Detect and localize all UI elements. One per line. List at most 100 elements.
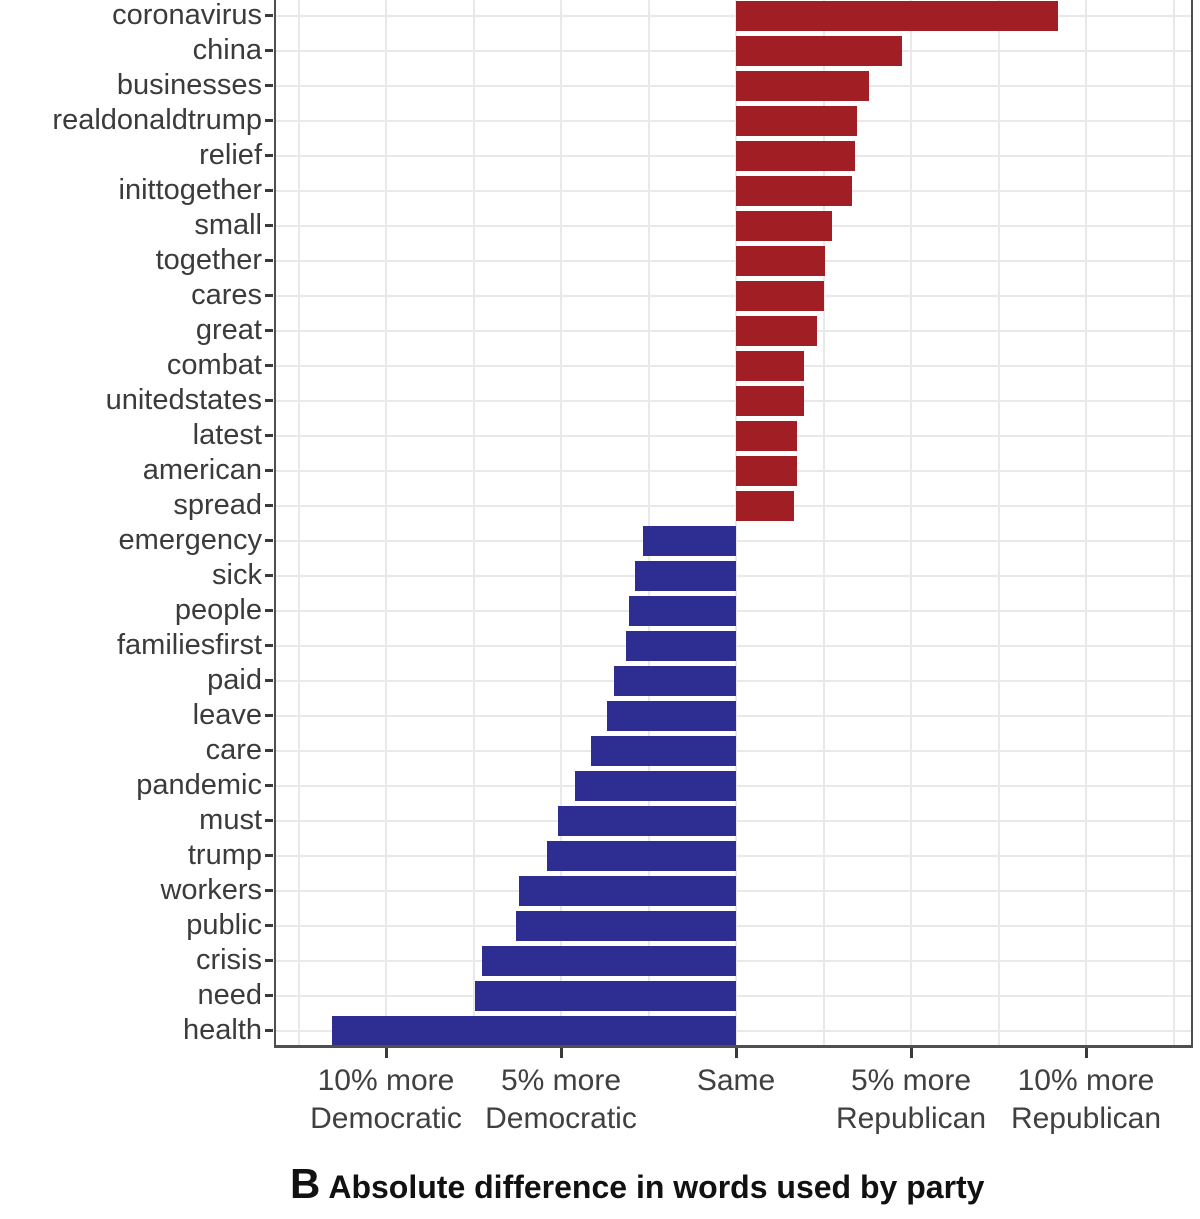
bar-inittogether: [736, 175, 852, 206]
gridline-horizontal: [276, 399, 1191, 402]
bar-together: [736, 245, 826, 276]
bar-realdonaldtrump: [736, 105, 857, 136]
bar-must: [557, 805, 736, 836]
y-tick-crisis: [265, 959, 273, 962]
y-label-businesses: businesses: [116, 69, 262, 101]
y-tick-health: [265, 1029, 273, 1032]
x-tick-label: 5% more Republican: [751, 1062, 1071, 1138]
y-tick-inittogether: [265, 189, 273, 192]
y-label-sick: sick: [212, 559, 262, 591]
bar-health: [331, 1015, 736, 1046]
gridline-minor-vertical: [472, 0, 475, 1046]
bar-workers: [519, 875, 736, 906]
bar-unitedstates: [736, 385, 805, 416]
caption: B Absolute difference in words used by pa…: [290, 1160, 1190, 1218]
y-tick-american: [265, 469, 273, 472]
bar-coronavirus: [736, 0, 1058, 31]
y-label-familiesfirst: familiesfirst: [116, 629, 262, 661]
x-tick-label: 10% more Republican: [926, 1062, 1200, 1138]
gridline-horizontal: [276, 14, 1191, 17]
y-label-need: need: [197, 979, 262, 1011]
x-tick-label-line: Democratic: [485, 1102, 637, 1135]
y-tick-must: [265, 819, 273, 822]
y-tick-combat: [265, 364, 273, 367]
y-tick-sick: [265, 574, 273, 577]
gridline-minor-vertical: [647, 0, 650, 1046]
bar-trump: [547, 840, 736, 871]
y-tick-relief: [265, 154, 273, 157]
bar-public: [515, 910, 736, 941]
bar-cares: [736, 280, 824, 311]
caption-text: Absolute difference in words used by par…: [328, 1169, 985, 1205]
y-label-trump: trump: [187, 839, 262, 871]
y-label-paid: paid: [207, 664, 262, 696]
y-label-latest: latest: [192, 419, 262, 451]
y-tick-familiesfirst: [265, 644, 273, 647]
y-tick-together: [265, 259, 273, 262]
gridline-horizontal: [276, 189, 1191, 192]
y-label-realdonaldtrump: realdonaldtrump: [52, 104, 262, 136]
x-tick-label-line: 5% more: [500, 1064, 622, 1097]
y-tick-workers: [265, 889, 273, 892]
bar-emergency: [643, 525, 736, 556]
gridline-major-vertical: [910, 0, 912, 1046]
bar-familiesfirst: [625, 630, 736, 661]
y-label-must: must: [199, 804, 262, 836]
gridline-horizontal: [276, 259, 1191, 262]
gridline-horizontal: [276, 329, 1191, 332]
gridline-major-vertical: [385, 0, 387, 1046]
gridline-horizontal: [276, 49, 1191, 52]
y-tick-need: [265, 994, 273, 997]
y-tick-spread: [265, 504, 273, 507]
y-tick-china: [265, 49, 273, 52]
y-tick-emergency: [265, 539, 273, 542]
x-tick-label-line: Republican: [835, 1102, 987, 1135]
bar-businesses: [736, 70, 869, 101]
x-tick: [1084, 1048, 1088, 1058]
y-tick-paid: [265, 679, 273, 682]
bar-people: [629, 595, 736, 626]
y-tick-trump: [265, 854, 273, 857]
y-label-cares: cares: [191, 279, 262, 311]
x-tick-label: Same: [576, 1062, 896, 1100]
gridline-horizontal: [276, 84, 1191, 87]
y-label-emergency: emergency: [118, 524, 262, 556]
y-tick-care: [265, 749, 273, 752]
gridline-minor-vertical: [822, 0, 825, 1046]
gridline-major-vertical: [560, 0, 562, 1046]
y-label-spread: spread: [173, 489, 262, 521]
gridline-minor-vertical: [1172, 0, 1175, 1046]
gridline-minor-vertical: [297, 0, 300, 1046]
bar-care: [590, 735, 736, 766]
y-label-american: american: [142, 454, 262, 486]
y-tick-realdonaldtrump: [265, 119, 273, 122]
y-label-unitedstates: unitedstates: [105, 384, 262, 416]
x-tick-label-line: 10% more: [317, 1064, 455, 1097]
y-tick-latest: [265, 434, 273, 437]
y-label-workers: workers: [160, 874, 262, 906]
y-tick-public: [265, 924, 273, 927]
y-tick-leave: [265, 714, 273, 717]
y-label-small: small: [194, 209, 262, 241]
bar-combat: [736, 350, 805, 381]
y-label-people: people: [174, 594, 262, 626]
bar-small: [736, 210, 833, 241]
gridline-horizontal: [276, 469, 1191, 472]
y-label-relief: relief: [199, 139, 262, 171]
y-label-crisis: crisis: [195, 944, 262, 976]
gridline-horizontal: [276, 224, 1191, 227]
gridline-horizontal: [276, 504, 1191, 507]
y-label-leave: leave: [192, 699, 262, 731]
y-tick-cares: [265, 294, 273, 297]
x-tick: [734, 1048, 738, 1058]
gridline-horizontal: [276, 119, 1191, 122]
y-tick-coronavirus: [265, 14, 273, 17]
bar-spread: [736, 490, 794, 521]
y-tick-people: [265, 609, 273, 612]
bar-paid: [613, 665, 736, 696]
bar-sick: [634, 560, 736, 591]
y-label-great: great: [195, 314, 262, 346]
x-tick: [559, 1048, 563, 1058]
y-label-together: together: [155, 244, 262, 276]
y-label-combat: combat: [166, 349, 262, 381]
